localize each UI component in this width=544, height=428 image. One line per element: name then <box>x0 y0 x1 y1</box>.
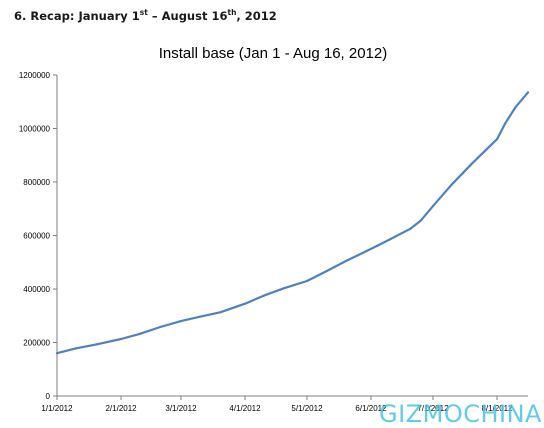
x-tick-label: 3/1/2012 <box>165 404 197 413</box>
data-point <box>409 227 412 230</box>
data-point <box>159 325 162 329</box>
data-point <box>262 294 265 297</box>
heading-text-middle: – August 16 <box>147 9 228 23</box>
x-tick-label: 4/1/2012 <box>229 404 261 413</box>
data-point <box>345 259 348 262</box>
data-point <box>526 91 530 94</box>
data-point <box>179 320 182 323</box>
data-point <box>495 138 499 141</box>
data-point <box>119 337 123 341</box>
data-point <box>74 347 77 350</box>
x-tick-label: 1/1/2012 <box>41 404 73 413</box>
data-point <box>138 332 141 335</box>
data-point <box>198 315 201 318</box>
heading-superscript-st: st <box>139 8 148 18</box>
x-tick-label: 7/1/2012 <box>417 404 449 413</box>
y-tick-label: 800000 <box>23 178 50 187</box>
data-point <box>95 343 98 346</box>
data-point <box>283 287 286 290</box>
data-point <box>305 279 309 283</box>
y-tick-label: 600000 <box>23 232 50 241</box>
data-point <box>243 302 247 305</box>
series-group <box>55 91 530 355</box>
data-point <box>504 122 507 125</box>
x-axis: 1/1/2012 2/1/2012 3/1/2012 4/1/2012 5/1/2012… <box>41 395 528 413</box>
x-tick-label: 8/1/2012 <box>481 404 513 413</box>
data-point <box>388 238 391 241</box>
data-point <box>450 183 453 186</box>
data-point <box>431 205 435 208</box>
y-tick-label: 400000 <box>23 285 50 294</box>
data-point <box>219 311 222 314</box>
heading-superscript-th: th <box>227 8 237 18</box>
x-tick-label: 2/1/2012 <box>105 404 137 413</box>
y-tick-label: 1000000 <box>19 125 51 134</box>
data-point <box>419 219 422 222</box>
y-tick-label: 0 <box>46 392 51 401</box>
data-point <box>55 352 59 355</box>
y-tick-label: 1200000 <box>19 71 51 80</box>
section-heading: 6. Recap: January 1st – August 16th, 201… <box>14 9 277 23</box>
data-point <box>471 162 474 165</box>
y-axis: 0 200000 400000 600000 800000 1000000 1200000 <box>19 71 58 401</box>
watermark-logo: GIZMOCHINA <box>379 400 542 428</box>
series-line <box>55 91 530 355</box>
data-point <box>514 106 517 109</box>
x-tick-label: 5/1/2012 <box>291 404 323 413</box>
heading-text-start: 6. Recap: January 1 <box>14 9 140 23</box>
data-point <box>324 270 327 273</box>
y-tick-label: 200000 <box>23 339 50 348</box>
data-point <box>369 247 373 250</box>
x-tick-label: 6/1/2012 <box>355 404 387 413</box>
heading-text-end: , 2012 <box>236 9 277 23</box>
chart-title: Install base (Jan 1 - Aug 16, 2012) <box>159 45 387 62</box>
